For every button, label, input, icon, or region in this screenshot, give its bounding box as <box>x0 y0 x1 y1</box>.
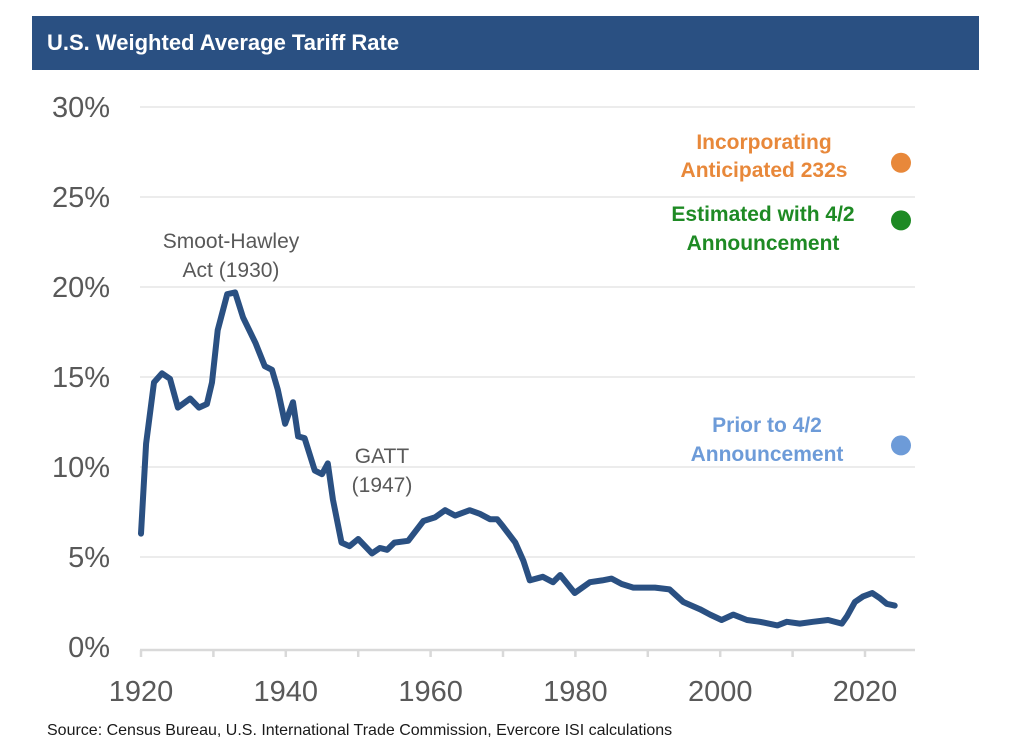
y-axis: 0% 5% 10% 15% 20% 25% 30% <box>52 92 110 664</box>
x-tick-label: 1920 <box>109 676 174 708</box>
y-tick-label: 15% <box>52 362 110 394</box>
scenario-point-2 <box>891 435 911 456</box>
x-tick-label: 1940 <box>254 676 319 708</box>
x-tick-label: 1980 <box>543 676 608 708</box>
y-tick-label: 30% <box>52 92 110 124</box>
y-tick-label: 5% <box>68 542 110 574</box>
scenario-point-1 <box>891 210 911 231</box>
header-bar: U.S. Weighted Average Tariff Rate <box>32 16 979 70</box>
series-line-tariff-rate <box>138 289 898 629</box>
y-tick-label: 0% <box>68 632 110 664</box>
callout-estimated-4-2-line2: Announcement <box>687 232 840 255</box>
annotation-smoot-hawley-line2: Act (1930) <box>183 259 280 282</box>
annotations: Smoot-Hawley Act (1930) GATT (1947) <box>163 230 413 497</box>
scenario-points <box>891 152 911 456</box>
callout-anticipated-232s-line2: Anticipated 232s <box>681 159 848 182</box>
scenario-point-0 <box>891 152 911 173</box>
annotation-gatt-line1: GATT <box>355 445 410 468</box>
x-tick-label: 2020 <box>833 676 898 708</box>
x-tick-label: 1960 <box>398 676 463 708</box>
annotation-gatt-line2: (1947) <box>352 474 413 497</box>
callouts: Incorporating Anticipated 232s Estimated… <box>671 131 854 466</box>
x-axis <box>139 648 915 657</box>
callout-prior-4-2-line2: Announcement <box>691 443 844 466</box>
x-tick-label: 2000 <box>688 676 753 708</box>
chart-title: U.S. Weighted Average Tariff Rate <box>47 30 400 55</box>
callout-anticipated-232s-line1: Incorporating <box>696 131 831 154</box>
annotation-smoot-hawley-line1: Smoot-Hawley <box>163 230 300 253</box>
callout-estimated-4-2-line1: Estimated with 4/2 <box>671 203 854 226</box>
y-tick-label: 25% <box>52 182 110 214</box>
gridlines <box>140 106 915 558</box>
callout-prior-4-2-line1: Prior to 4/2 <box>712 414 822 437</box>
y-tick-label: 10% <box>52 452 110 484</box>
y-tick-label: 20% <box>52 272 110 304</box>
x-tick-labels: 1920 1940 1960 1980 2000 2020 <box>109 676 898 708</box>
source-note: Source: Census Bureau, U.S. Internationa… <box>47 722 673 739</box>
